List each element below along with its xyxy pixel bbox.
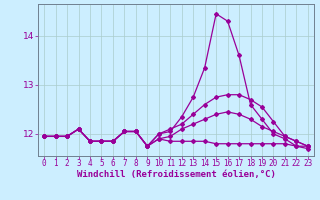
X-axis label: Windchill (Refroidissement éolien,°C): Windchill (Refroidissement éolien,°C) xyxy=(76,170,276,179)
